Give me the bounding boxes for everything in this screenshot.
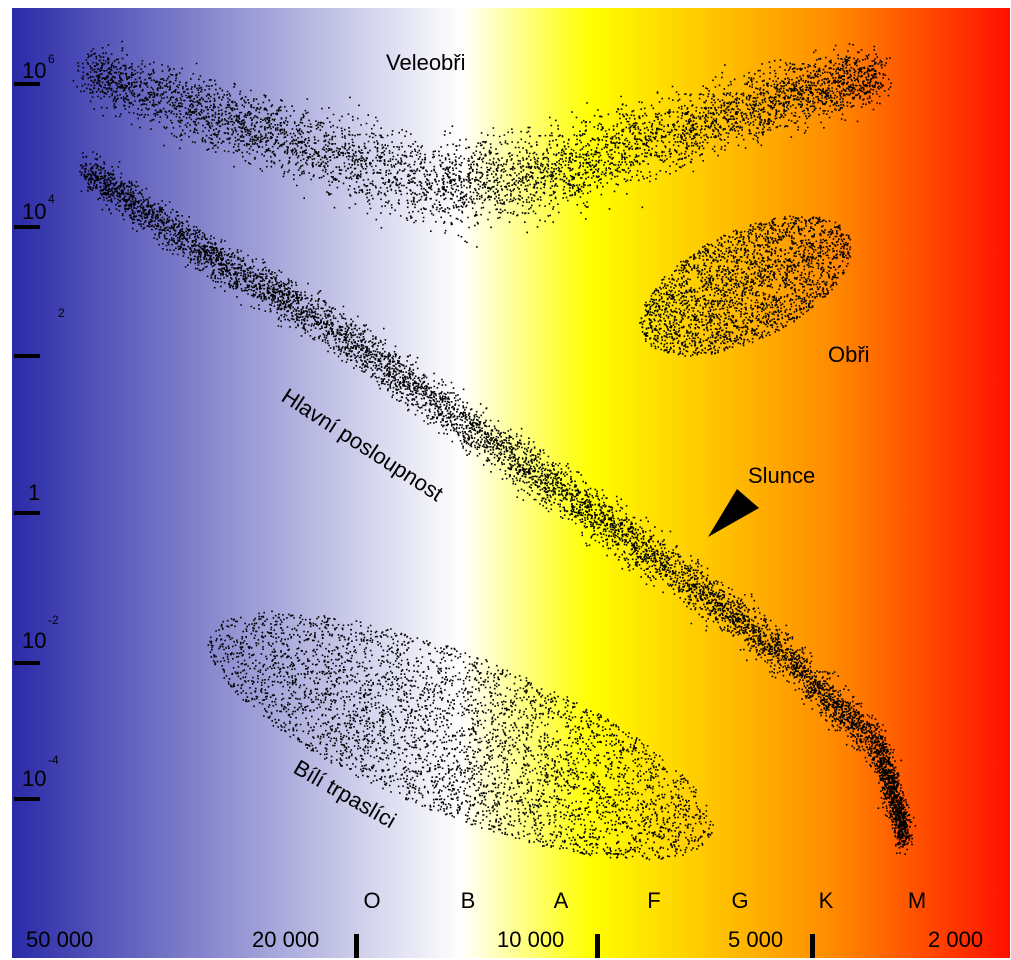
- label-supergiants: Veleobři: [386, 50, 466, 75]
- y-tick: [14, 511, 40, 515]
- temperature-label: 10 000: [497, 927, 564, 952]
- y-label-exp: 4: [48, 192, 55, 206]
- sun-arrow-icon: [708, 489, 759, 537]
- temperature-label: 20 000: [252, 927, 319, 952]
- spectral-class: K: [819, 888, 834, 913]
- y-label-exp: -2: [48, 613, 59, 627]
- spectral-class: G: [731, 888, 748, 913]
- y-label-base: 10: [22, 628, 46, 653]
- y-tick: [14, 225, 40, 229]
- spectral-class: F: [647, 888, 660, 913]
- y-label-exp: 2: [58, 306, 65, 320]
- y-label-exp: -4: [48, 753, 59, 767]
- y-label-base: 1: [28, 480, 40, 505]
- spectral-class: B: [461, 888, 476, 913]
- y-label-base: 10: [22, 766, 46, 791]
- y-tick: [14, 82, 40, 86]
- luminosity-axis: 10 6 10 4 2 1 10 -2 10 -4: [14, 52, 65, 801]
- y-label-exp: 6: [48, 52, 55, 66]
- x-tick: [810, 934, 815, 958]
- x-tick: [595, 934, 600, 958]
- temperature-label: 2 000: [928, 927, 983, 952]
- y-tick: [14, 797, 40, 801]
- y-label-base: 10: [22, 199, 46, 224]
- temperature-axis: 50 000 20 000 10 000 5 000 2 000: [26, 927, 983, 958]
- diagram-background: [12, 8, 1010, 958]
- spectral-class: M: [908, 888, 926, 913]
- spectral-classes: O B A F G K M: [363, 888, 926, 913]
- y-tick: [14, 661, 40, 665]
- temperature-label: 50 000: [26, 927, 93, 952]
- label-sun: Slunce: [748, 463, 815, 488]
- temperature-label: 5 000: [728, 927, 783, 952]
- label-giants: Obři: [828, 342, 870, 367]
- y-label-base: 10: [22, 58, 46, 83]
- spectral-class: A: [554, 888, 569, 913]
- x-tick: [354, 934, 359, 958]
- spectral-class: O: [363, 888, 380, 913]
- y-tick: [14, 354, 40, 358]
- star-dots: [72, 40, 917, 861]
- star-scatter: [72, 40, 917, 861]
